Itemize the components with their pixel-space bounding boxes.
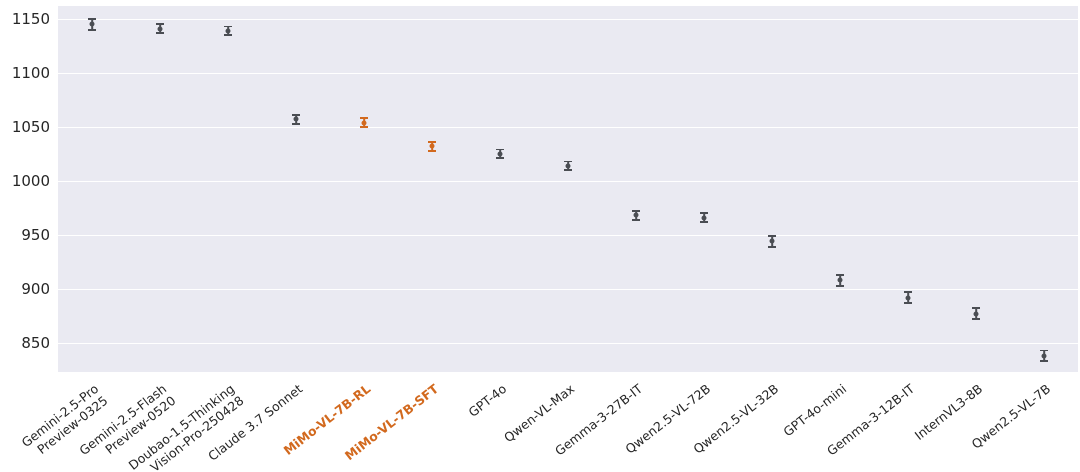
error-cap-bottom	[1040, 360, 1048, 363]
error-cap-top	[972, 307, 980, 310]
y-tick-label-1050: 1050	[11, 117, 50, 136]
y-tick-label-1000: 1000	[11, 171, 50, 190]
point-marker	[497, 151, 503, 157]
y-tick-label-850: 850	[21, 333, 50, 352]
point-marker	[973, 311, 979, 317]
error-cap-bottom	[496, 157, 504, 160]
error-cap-top	[700, 212, 708, 215]
point-marker	[157, 26, 163, 32]
point-marker	[89, 21, 95, 27]
error-cap-top	[292, 114, 300, 116]
y-tick-label-950: 950	[21, 225, 50, 244]
y-tick-label-1100: 1100	[11, 63, 50, 82]
error-cap-bottom	[836, 284, 844, 287]
gridline-y-1100	[58, 72, 1078, 74]
error-cap-top	[768, 235, 776, 237]
gridline-y-850	[58, 342, 1078, 344]
plot-area	[58, 6, 1078, 372]
error-cap-bottom	[632, 218, 640, 221]
error-cap-bottom	[904, 302, 912, 304]
error-cap-top	[88, 18, 96, 20]
error-cap-bottom	[564, 169, 572, 171]
error-cap-top	[564, 160, 572, 163]
error-cap-top	[360, 117, 368, 120]
error-cap-top	[156, 23, 164, 26]
point-marker	[293, 116, 299, 122]
error-cap-top	[904, 291, 912, 293]
point-marker	[565, 163, 571, 169]
error-cap-top	[428, 141, 436, 143]
error-cap-bottom	[360, 126, 368, 128]
error-cap-bottom	[700, 221, 708, 223]
point-marker	[633, 212, 639, 218]
error-cap-bottom	[972, 318, 980, 320]
error-cap-bottom	[224, 34, 232, 37]
point-marker	[769, 238, 775, 244]
error-cap-top	[836, 273, 844, 276]
y-tick-label-900: 900	[21, 279, 50, 298]
point-marker	[361, 120, 367, 126]
error-cap-bottom	[768, 245, 776, 248]
error-cap-bottom	[88, 28, 96, 31]
point-marker	[905, 295, 911, 300]
error-cap-bottom	[428, 149, 436, 152]
error-cap-bottom	[156, 32, 164, 34]
error-cap-top	[224, 25, 232, 28]
point-marker	[225, 28, 231, 34]
gridline-y-1150	[58, 19, 1078, 20]
error-cap-top	[632, 210, 640, 213]
point-marker	[1041, 353, 1047, 359]
gridline-y-1050	[58, 126, 1078, 128]
point-marker	[429, 143, 435, 149]
error-cap-top	[496, 148, 504, 151]
gridline-y-950	[58, 234, 1078, 236]
point-marker	[837, 277, 843, 283]
error-cap-bottom	[292, 122, 300, 125]
y-tick-label-1150: 1150	[11, 10, 50, 28]
gridline-y-900	[58, 288, 1078, 290]
point-marker	[701, 215, 707, 221]
error-cap-top	[1040, 349, 1048, 352]
gridline-y-1000	[58, 180, 1078, 182]
